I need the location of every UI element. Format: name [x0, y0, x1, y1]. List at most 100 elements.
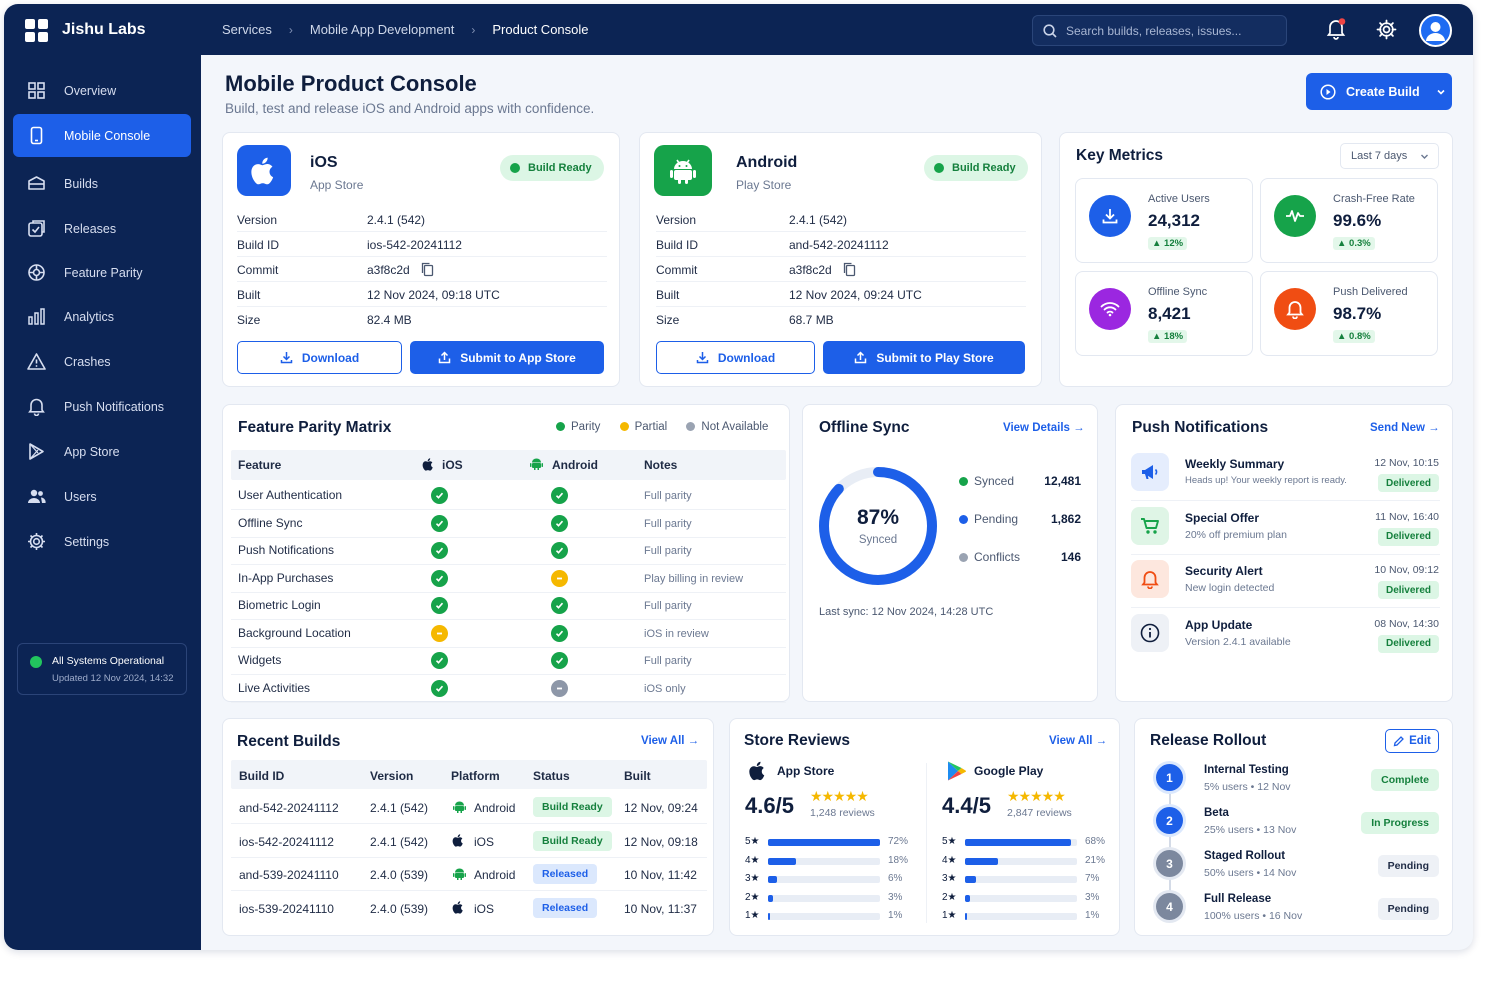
- feature-name: In-App Purchases: [238, 570, 334, 585]
- table-row[interactable]: ios-542-20241112 2.4.1 (542) iOS Build Read…: [231, 825, 707, 858]
- logo-icon[interactable]: [25, 19, 48, 42]
- table-row[interactable]: Live Activities iOS only: [231, 676, 786, 703]
- sidebar-item-settings[interactable]: Settings: [13, 520, 191, 563]
- sidebar-item-overview[interactable]: Overview: [13, 69, 191, 112]
- status-badge: Build Ready: [500, 155, 604, 181]
- sidebar-item-mobile-console[interactable]: Mobile Console: [13, 114, 191, 157]
- breadcrumb-mobile-app-development[interactable]: Mobile App Development: [309, 22, 455, 37]
- field-value: 2.4.1 (542): [789, 213, 848, 227]
- sidebar-item-label: Overview: [64, 83, 117, 98]
- metric-offline-sync[interactable]: Offline Sync 8,421 ▲ 18%: [1075, 271, 1253, 356]
- send-new-link[interactable]: Send New →: [1370, 422, 1440, 434]
- card-title: Feature Parity Matrix: [238, 419, 392, 436]
- sync-stat-conflicts: Conflicts 146: [959, 550, 1081, 564]
- table-row[interactable]: Offline Sync Full parity: [231, 511, 786, 538]
- create-build-button[interactable]: Create Build: [1306, 73, 1452, 110]
- rollout-step[interactable]: 2 Beta 25% users • 13 Nov In Progress: [1135, 806, 1454, 849]
- field-value: 12 Nov 2024, 09:18 UTC: [367, 288, 500, 302]
- copy-icon[interactable]: [843, 262, 856, 277]
- download-label: Download: [717, 350, 776, 365]
- star-rating-icon: ★★★★★: [1007, 788, 1066, 804]
- notification-item[interactable]: Special Offer 20% off premium plan 11 Nov,…: [1116, 504, 1454, 557]
- notification-item[interactable]: Security Alert New login detected 10 Nov, …: [1116, 557, 1454, 610]
- table-row[interactable]: Push Notifications Full parity: [231, 538, 786, 565]
- partial-circle-icon: [431, 624, 448, 642]
- phone-icon: [30, 126, 43, 145]
- download-button[interactable]: Download: [656, 341, 815, 374]
- brand-name[interactable]: Jishu Labs: [62, 21, 146, 38]
- check-circle-icon: [431, 487, 448, 504]
- notification-desc: Heads up! Your weekly report is ready.: [1185, 475, 1347, 486]
- sidebar-item-label: Feature Parity: [64, 265, 143, 280]
- notification-item[interactable]: App Update Version 2.4.1 available 08 Nov,…: [1116, 611, 1454, 664]
- store-name: Play Store: [736, 178, 792, 192]
- sidebar-item-push-notifications[interactable]: Push Notifications: [13, 385, 191, 428]
- star-label: 5★: [942, 836, 957, 847]
- view-all-builds-link[interactable]: View All →: [641, 735, 699, 747]
- check-circle-icon: [551, 597, 568, 614]
- sidebar-item-builds[interactable]: Builds: [13, 162, 191, 205]
- notification-item[interactable]: Weekly Summary Heads up! Your weekly repo…: [1116, 450, 1454, 503]
- bell-icon[interactable]: [1326, 18, 1346, 40]
- table-row[interactable]: Widgets Full parity: [231, 648, 786, 675]
- table-row[interactable]: User Authentication Full parity: [231, 483, 786, 510]
- table-row[interactable]: Biometric Login Full parity: [231, 593, 786, 620]
- copy-icon[interactable]: [421, 262, 434, 277]
- status-title: All Systems Operational: [52, 655, 165, 667]
- star-label: 2★: [942, 891, 957, 903]
- play-icon: [29, 443, 44, 460]
- column-header: Version: [370, 769, 414, 783]
- google-play-icon: [945, 760, 967, 787]
- rollout-step[interactable]: 1 Internal Testing 5% users • 12 Nov Comple…: [1135, 763, 1454, 806]
- sidebar-item-releases[interactable]: Releases: [13, 207, 191, 250]
- submit-play-store-button[interactable]: Submit to Play Store: [823, 341, 1025, 374]
- legend-partial: Partial: [619, 421, 667, 433]
- view-all-reviews-link[interactable]: View All →: [1049, 735, 1107, 747]
- range-select[interactable]: Last 7 days: [1340, 143, 1439, 169]
- table-row[interactable]: In-App Purchases Play billing in review: [231, 566, 786, 593]
- search-input[interactable]: Search builds, releases, issues...: [1032, 15, 1287, 46]
- sidebar-item-app-store[interactable]: App Store: [13, 430, 191, 473]
- field-label: Size: [237, 313, 261, 327]
- metric-crash-free-rate[interactable]: Crash-Free Rate 99.6% ▲ 0.3%: [1260, 178, 1438, 263]
- bar-track: [965, 857, 1077, 865]
- sidebar-item-feature-parity[interactable]: Feature Parity: [13, 251, 191, 294]
- breadcrumb-services[interactable]: Services: [222, 22, 272, 37]
- delta-value: 0.3%: [1349, 238, 1371, 249]
- edit-button[interactable]: Edit: [1385, 729, 1439, 753]
- table-row[interactable]: ios-539-20241110 2.4.0 (539) iOS Released 10…: [231, 892, 707, 925]
- rollout-step[interactable]: 3 Staged Rollout 50% users • 14 Nov Pending: [1135, 849, 1454, 892]
- metric-push-delivered[interactable]: Push Delivered 98.7% ▲ 0.8%: [1260, 271, 1438, 356]
- field-value: a3f8c2d: [789, 263, 832, 277]
- download-button[interactable]: Download: [237, 341, 402, 374]
- breadcrumb: Services › Mobile App Development › Prod…: [222, 22, 589, 37]
- table-row[interactable]: and-539-20241110 2.4.0 (539) Android Releas…: [231, 858, 707, 891]
- rollout-step[interactable]: 4 Full Release 100% users • 16 Nov Pending: [1135, 892, 1454, 935]
- bar-chart-icon: [28, 308, 45, 325]
- arrow-right-icon: →: [1095, 735, 1108, 747]
- sidebar: Overview Mobile Console Builds Releases …: [4, 55, 201, 950]
- table-row[interactable]: and-542-20241112 2.4.1 (542) Android Build …: [231, 791, 707, 824]
- sidebar-item-users[interactable]: Users: [13, 475, 191, 518]
- sidebar-item-crashes[interactable]: Crashes: [13, 340, 191, 383]
- chevron-down-icon: [1437, 89, 1445, 95]
- avatar[interactable]: [1419, 14, 1452, 47]
- apple-icon: [748, 760, 768, 787]
- step-name: Internal Testing: [1204, 764, 1289, 776]
- bar-fill: [768, 913, 770, 920]
- stat-value: 12,481: [1044, 474, 1081, 488]
- bar-track: [768, 876, 880, 883]
- metric-value: 98.7%: [1333, 304, 1382, 323]
- view-details-link[interactable]: View Details →: [1003, 422, 1085, 434]
- card-title: Recent Builds: [237, 733, 341, 750]
- field-value: ios-542-20241112: [367, 238, 462, 252]
- metric-active-users[interactable]: Active Users 24,312 ▲ 12%: [1075, 178, 1253, 263]
- table-row[interactable]: Background Location iOS in review: [231, 621, 786, 648]
- parity-note: iOS in review: [644, 627, 709, 640]
- sidebar-item-analytics[interactable]: Analytics: [13, 295, 191, 338]
- gear-icon[interactable]: [1376, 19, 1397, 40]
- cart-icon: [1131, 506, 1169, 545]
- build-date: 10 Nov, 11:42: [624, 868, 697, 882]
- submit-app-store-button[interactable]: Submit to App Store: [410, 341, 604, 374]
- main-content: Mobile Product Console Build, test and r…: [201, 55, 1473, 950]
